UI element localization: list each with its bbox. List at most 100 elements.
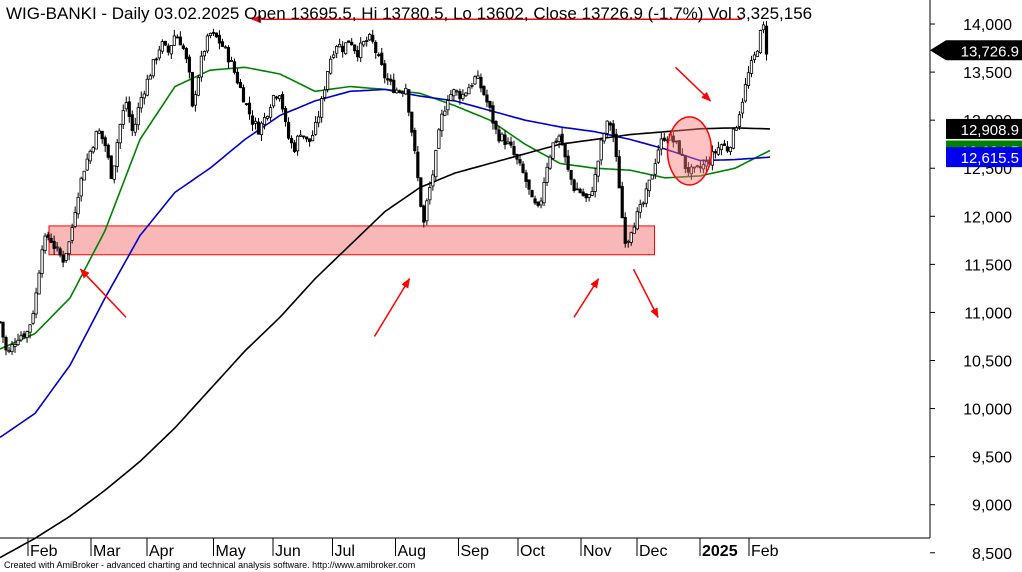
candle — [127, 96, 131, 123]
candle — [118, 123, 122, 149]
candle — [425, 198, 429, 226]
candle — [34, 287, 38, 319]
annotations — [79, 15, 742, 337]
price-tag: 12,615.5 — [946, 147, 1022, 168]
candle — [151, 59, 155, 79]
candle — [184, 46, 188, 64]
candle — [722, 139, 727, 146]
candle — [629, 231, 633, 246]
y-tick-label: 11,000 — [964, 305, 1012, 322]
x-tick-label: Nov — [583, 543, 611, 560]
candle — [232, 58, 237, 75]
candle — [659, 132, 663, 156]
candle — [365, 36, 369, 47]
candle — [295, 134, 300, 156]
candle — [91, 146, 95, 154]
candle — [28, 324, 32, 339]
price-tag: 13,726.9 — [930, 40, 1022, 61]
candle — [292, 139, 297, 154]
candle — [704, 156, 708, 172]
candle — [674, 140, 678, 145]
candle — [554, 138, 558, 144]
candle — [716, 141, 721, 156]
candle — [545, 162, 549, 187]
candle — [584, 193, 588, 203]
candle — [422, 204, 426, 228]
candle — [647, 179, 651, 198]
candle — [764, 20, 769, 61]
candle — [190, 71, 194, 108]
candle — [133, 117, 137, 136]
candle — [106, 143, 110, 160]
candle — [482, 85, 486, 96]
candle — [229, 56, 234, 62]
price-tag-label: 12,908.9 — [961, 122, 1019, 139]
x-tick-label: Feb — [751, 543, 779, 560]
candle — [473, 75, 477, 85]
candle — [169, 45, 173, 59]
candle — [377, 52, 381, 58]
candle — [235, 68, 240, 85]
candle — [268, 104, 273, 121]
candle — [175, 34, 179, 39]
candle — [286, 117, 291, 140]
candle — [428, 181, 432, 205]
candle — [740, 98, 745, 119]
candle — [223, 45, 228, 49]
candle — [677, 139, 681, 154]
candle — [320, 96, 324, 123]
candle — [163, 40, 167, 47]
candle — [109, 155, 113, 180]
candle — [202, 50, 206, 61]
candle — [244, 102, 249, 106]
candle — [280, 91, 285, 113]
candle — [166, 43, 170, 56]
candle — [446, 95, 450, 116]
candle — [644, 182, 648, 208]
candle — [211, 28, 216, 37]
candle — [566, 149, 570, 172]
candle — [455, 89, 459, 96]
candle — [350, 38, 354, 46]
candle — [226, 45, 231, 69]
candle — [470, 82, 474, 89]
candle — [464, 92, 468, 97]
candle — [536, 201, 540, 208]
candle — [317, 110, 321, 128]
candle — [632, 222, 636, 234]
candle — [253, 117, 258, 130]
candle — [298, 130, 303, 137]
candle — [749, 55, 754, 78]
candle — [548, 154, 552, 171]
candle — [304, 136, 309, 143]
candle — [217, 30, 222, 50]
candle — [314, 116, 318, 136]
candle — [40, 245, 44, 278]
x-tick-label: Oct — [520, 543, 545, 560]
price-tag-label: 12,615.5 — [961, 150, 1019, 167]
candle — [494, 120, 498, 135]
price-tag-label: 13,726.9 — [961, 43, 1019, 60]
candle — [58, 246, 62, 258]
candle — [73, 206, 77, 229]
candle — [524, 169, 528, 188]
candle — [130, 110, 134, 137]
x-tick-label: Dec — [639, 543, 667, 560]
candle — [311, 130, 315, 142]
candle — [193, 90, 197, 112]
candle — [557, 134, 561, 149]
support-zone — [48, 225, 655, 256]
candle — [638, 199, 642, 219]
x-tick-label: Sep — [461, 543, 490, 560]
candle — [605, 120, 609, 139]
candle — [698, 160, 702, 173]
candle — [178, 31, 182, 46]
y-tick-label: 9,000 — [972, 498, 1012, 515]
candle — [575, 182, 579, 191]
candle — [467, 83, 471, 95]
candle — [301, 135, 306, 140]
candle — [335, 44, 339, 59]
candle — [737, 111, 742, 130]
